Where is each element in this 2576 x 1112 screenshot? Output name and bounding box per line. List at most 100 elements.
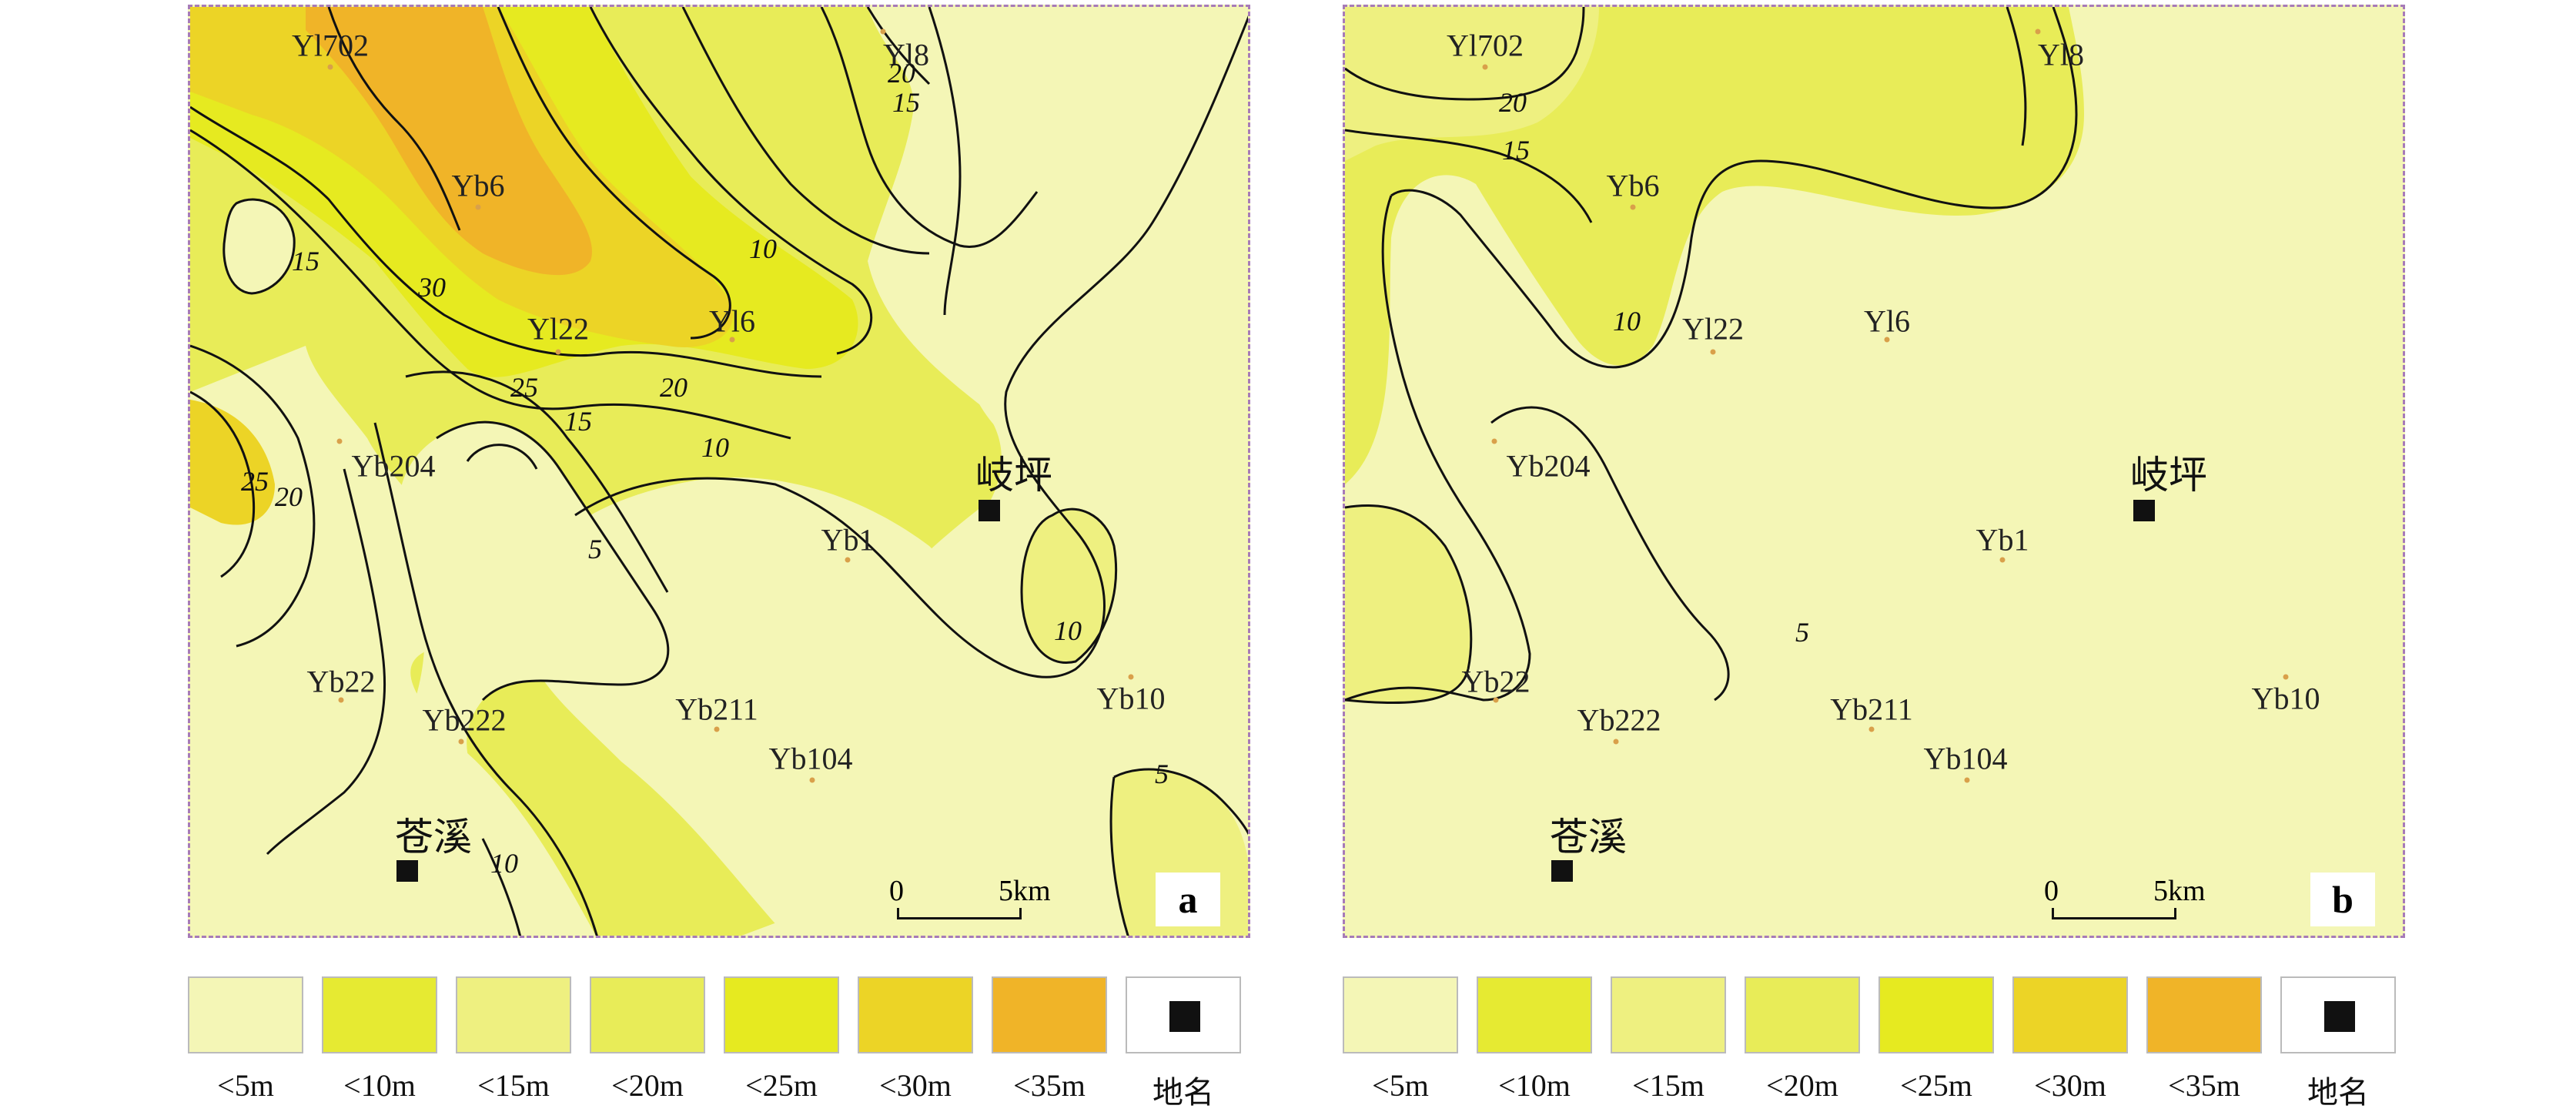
- contour-label: 10: [1054, 615, 1082, 646]
- legend-swatch: [724, 976, 839, 1053]
- legend-swatch: [1343, 976, 1458, 1053]
- contour-a-22: [466, 444, 538, 470]
- legend-label: <25m: [745, 1068, 818, 1103]
- well-label-yl6: Yl6: [709, 303, 755, 339]
- town-square-icon: [1551, 860, 1573, 882]
- legend-label: <10m: [1498, 1068, 1571, 1103]
- town-square-icon: [2133, 500, 2155, 521]
- legend-swatch: [1745, 976, 1860, 1053]
- contour-a-18: [481, 838, 522, 936]
- well-label-yb222: Yb222: [1577, 702, 1661, 738]
- zone-a-lt5-loop: [223, 199, 295, 293]
- contour-a-2: [190, 129, 791, 440]
- contour-a-21: [1109, 776, 1129, 936]
- contour-label: 20: [888, 58, 915, 89]
- scale-bar-end: 5km: [2153, 875, 2206, 907]
- well-label-yb10: Yb10: [1096, 681, 1166, 716]
- zone-b-lt10: [1345, 7, 2084, 484]
- contour-a-7: [589, 7, 873, 355]
- well-dot: [1630, 204, 1636, 210]
- contour-label: 10: [490, 848, 518, 879]
- legend-item: <35m: [992, 976, 1107, 1104]
- contour-label: 10: [749, 233, 777, 264]
- well-label-yb10: Yb10: [2251, 681, 2320, 716]
- contour-a-3: [190, 344, 316, 648]
- legend-item: 地名: [2280, 976, 2396, 1112]
- zone-a-lt15-east: [1022, 509, 1116, 663]
- well-dot: [1884, 337, 1890, 343]
- legend-swatch: [1477, 976, 1592, 1053]
- well-dot: [1128, 674, 1134, 680]
- contour-label: 20: [275, 481, 303, 512]
- well-dot: [845, 557, 851, 563]
- contour-label: 25: [510, 372, 538, 403]
- contour-a-14: [436, 420, 670, 702]
- legend-item: <30m: [2012, 976, 2128, 1104]
- zone-a-lt35: [306, 7, 592, 276]
- legend-swatch: [456, 976, 571, 1053]
- legend-item: <10m: [1477, 976, 1592, 1104]
- legend-item: <35m: [2146, 976, 2262, 1104]
- zone-b-lt15: [1345, 7, 1599, 161]
- legend-swatch: [1611, 976, 1726, 1053]
- well-label-yb22: Yb22: [1461, 664, 1531, 699]
- zone-b-lt5-valley: [1491, 407, 1729, 700]
- contour-label: 25: [241, 466, 269, 497]
- well-dot: [880, 28, 886, 35]
- contour-b-4: [1345, 195, 1531, 702]
- contour-label: 20: [1499, 87, 1527, 118]
- well-dot: [1493, 697, 1499, 703]
- contour-a-5: [327, 7, 461, 231]
- well-label-yl6: Yl6: [1864, 303, 1910, 339]
- contour-label: 15: [892, 87, 920, 118]
- legend-swatch: [1878, 976, 1994, 1053]
- well-dot: [2283, 674, 2289, 680]
- contour-a-19: [222, 198, 296, 295]
- well-label-yl8: Yl8: [2038, 37, 2084, 72]
- legend-swatch: [858, 976, 973, 1053]
- legend-label: <25m: [1900, 1068, 1972, 1103]
- well-label-yb6: Yb6: [1606, 168, 1660, 203]
- contour-a-11: [928, 7, 962, 316]
- legend-item: <10m: [322, 976, 437, 1104]
- contour-b-2: [1345, 129, 1593, 223]
- legend-item: <25m: [724, 976, 839, 1104]
- legend-label: <15m: [477, 1068, 550, 1103]
- panel-letter-a: a: [1156, 873, 1220, 926]
- contour-label: 5: [1795, 617, 1809, 648]
- contour-a-6: [497, 7, 731, 340]
- scale-bar-end: 5km: [999, 875, 1051, 907]
- legend-label: <30m: [2034, 1068, 2106, 1103]
- scale-bar-start: 0: [889, 875, 904, 907]
- contour-a-15: [405, 370, 669, 593]
- legend-label: 地名: [2307, 1075, 2369, 1110]
- well-dot: [809, 777, 815, 783]
- legend-swatch: [2146, 976, 2262, 1053]
- legend-item: <25m: [1878, 976, 1994, 1104]
- contour-b-3: [1390, 7, 2078, 369]
- well-dot: [555, 349, 561, 355]
- contour-map-a: [190, 7, 1248, 936]
- well-dot: [1491, 438, 1497, 444]
- well-dot: [1868, 726, 1875, 732]
- well-label-yb211: Yb211: [675, 692, 758, 727]
- legend-swatch: [322, 976, 437, 1053]
- legend-swatch: [590, 976, 705, 1053]
- well-dot: [458, 739, 464, 745]
- legend-label: <15m: [1632, 1068, 1705, 1103]
- well-dot: [2035, 28, 2041, 35]
- town-label-qiping: 岐坪: [975, 453, 1052, 497]
- panel-letter-b: b: [2310, 873, 2375, 926]
- legend-item: <5m: [188, 976, 303, 1104]
- well-label-yb204: Yb204: [1506, 448, 1591, 484]
- contour-b-7: [1345, 504, 1473, 670]
- scale-bar-start: 0: [2044, 875, 2059, 907]
- contour-label: 10: [1613, 306, 1641, 337]
- contour-b-8: [1345, 668, 1470, 705]
- zone-b-lt10-west: [1345, 505, 1471, 703]
- well-dot: [336, 438, 343, 444]
- map-panel-b: Yl702 Yl8 Yb6 Yl22 Yl6 Yb204 Yb1 Yb22 Yb…: [1343, 5, 2405, 938]
- well-label-yb6: Yb6: [451, 168, 505, 203]
- town-square-icon: [396, 860, 418, 882]
- legend-label: <20m: [1766, 1068, 1838, 1103]
